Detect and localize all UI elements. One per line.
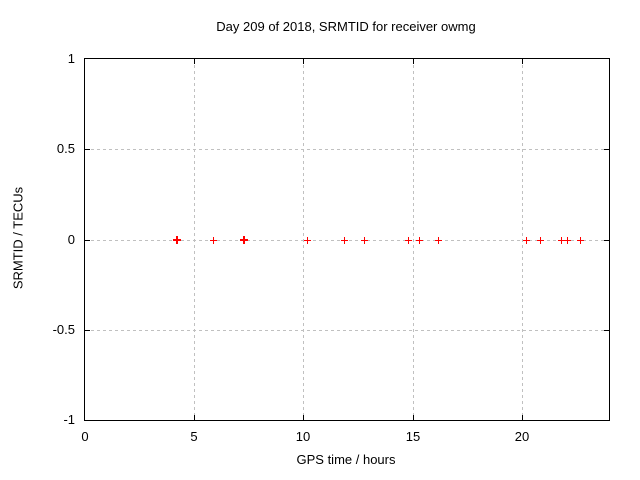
- chart-title: Day 209 of 2018, SRMTID for receiver owm…: [216, 19, 476, 34]
- plus-marker-vbar: [243, 236, 245, 244]
- y-tick-label: -0.5: [52, 322, 75, 337]
- y-tick-label: 0: [67, 232, 75, 247]
- x-tick-label: 5: [190, 429, 198, 444]
- grid-line-vertical: [413, 59, 414, 420]
- grid-line-horizontal: [85, 149, 609, 150]
- tick-mark: [85, 240, 90, 241]
- x-tick-label: 0: [81, 429, 89, 444]
- plus-marker-vbar: [438, 237, 439, 244]
- plus-marker-vbar: [526, 237, 527, 244]
- tick-mark: [522, 59, 523, 64]
- tick-mark: [413, 415, 414, 420]
- plus-marker-vbar: [540, 237, 541, 244]
- grid-line-horizontal: [85, 330, 609, 331]
- data-point-marker: [210, 237, 217, 244]
- x-tick-label: 10: [295, 429, 311, 444]
- plus-marker-vbar: [307, 237, 308, 244]
- plus-marker-vbar: [176, 236, 178, 244]
- tick-mark: [303, 415, 304, 420]
- tick-mark: [303, 59, 304, 64]
- data-point-marker: [173, 236, 181, 244]
- plot-area: 0 5 10 15 20 1 0.5 0 -0.5 -1: [53, 51, 610, 444]
- y-tick-label: -1: [63, 412, 75, 427]
- data-point-marker: [240, 236, 248, 244]
- y-tick-label: 0.5: [56, 141, 75, 156]
- plus-marker-vbar: [561, 237, 562, 244]
- plus-marker-vbar: [580, 237, 581, 244]
- tick-mark: [522, 415, 523, 420]
- data-point-marker: [564, 237, 571, 244]
- data-point-marker: [435, 237, 442, 244]
- data-point-marker: [304, 237, 311, 244]
- data-point-marker: [577, 237, 584, 244]
- plus-marker-vbar: [567, 237, 568, 244]
- x-tick-label: 20: [514, 429, 530, 444]
- tick-mark: [194, 415, 195, 420]
- data-point-marker: [523, 237, 530, 244]
- tick-mark: [85, 330, 90, 331]
- data-point-marker: [341, 237, 348, 244]
- x-tick-label: 15: [405, 429, 421, 444]
- data-point-marker: [405, 237, 412, 244]
- plus-marker-vbar: [408, 237, 409, 244]
- y-axis-label: SRMTID / TECUs: [10, 186, 26, 290]
- grid-line-vertical: [194, 59, 195, 420]
- data-point-marker: [537, 237, 544, 244]
- plus-marker-vbar: [419, 237, 420, 244]
- data-point-marker: [416, 237, 423, 244]
- tick-mark: [604, 149, 609, 150]
- tick-mark: [85, 149, 90, 150]
- y-tick-label: 1: [67, 51, 75, 66]
- tick-mark: [413, 59, 414, 64]
- grid-line-vertical: [303, 59, 304, 420]
- plus-marker-vbar: [213, 237, 214, 244]
- data-point-marker: [558, 237, 565, 244]
- x-axis-label: GPS time / hours: [296, 452, 396, 467]
- data-point-marker: [361, 237, 368, 244]
- tick-mark: [194, 59, 195, 64]
- plus-marker-vbar: [344, 237, 345, 244]
- plus-marker-vbar: [364, 237, 365, 244]
- tick-mark: [604, 240, 609, 241]
- tick-mark: [604, 330, 609, 331]
- grid-line-vertical: [522, 59, 523, 420]
